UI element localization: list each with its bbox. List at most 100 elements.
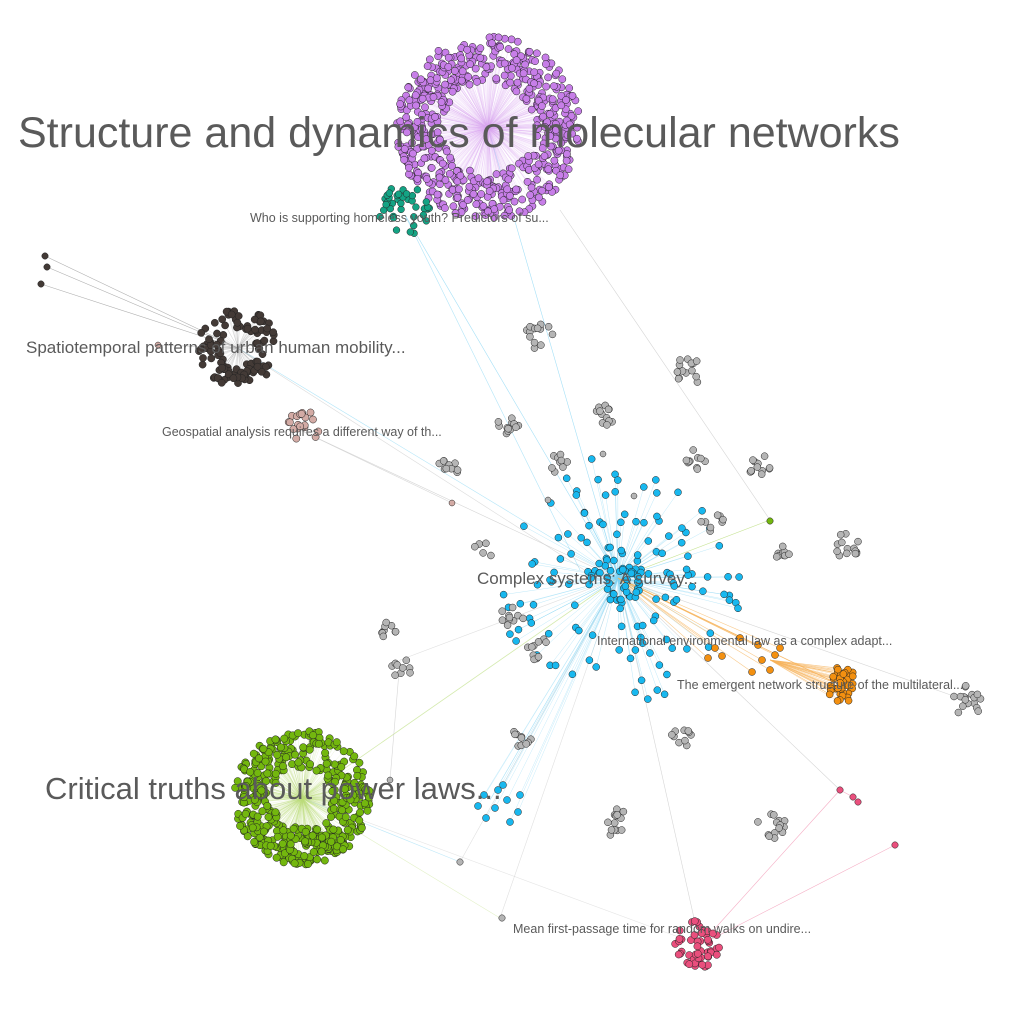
graph-edge xyxy=(452,91,489,129)
graph-edge xyxy=(487,127,619,579)
complex-systems-node xyxy=(606,595,615,604)
paper-group-node xyxy=(399,664,407,672)
power-laws-node xyxy=(299,743,308,752)
molecular-node xyxy=(563,131,572,139)
paper-group-node xyxy=(439,457,448,465)
complex-systems-node xyxy=(565,580,573,588)
graph-edge xyxy=(282,797,303,827)
molecular-node xyxy=(552,126,560,134)
power-laws-node xyxy=(321,748,330,757)
complex-systems-node xyxy=(571,601,579,609)
power-laws-node xyxy=(322,759,331,768)
complex-systems-node xyxy=(634,572,642,581)
graph-edge xyxy=(435,117,489,129)
graph-edge xyxy=(462,81,489,129)
power-laws-node xyxy=(255,754,263,763)
power-laws-node xyxy=(249,749,258,758)
power-laws-node xyxy=(338,806,347,815)
complex-systems-node xyxy=(601,491,610,499)
graph-edge xyxy=(487,82,511,129)
paper-group-node xyxy=(697,517,705,526)
molecular-node xyxy=(447,76,455,85)
paper-group-node xyxy=(391,627,400,636)
graph-edge xyxy=(431,123,489,129)
graph-edge xyxy=(301,577,619,799)
graph-edge xyxy=(301,797,701,946)
paper-group-node xyxy=(391,671,399,679)
power-laws-node xyxy=(289,824,298,833)
graph-edge xyxy=(439,127,489,140)
molecular-node xyxy=(500,34,509,43)
complex-systems-node xyxy=(506,630,514,638)
graph-edge xyxy=(487,81,532,129)
molecular-node xyxy=(564,165,573,174)
power-laws-node xyxy=(766,517,774,525)
graph-edge xyxy=(299,797,303,830)
graph-edge xyxy=(418,127,489,131)
random-walks-node xyxy=(849,793,857,801)
graph-edge xyxy=(460,127,489,177)
complex-systems-node xyxy=(610,556,618,565)
paper-group-node xyxy=(838,538,846,547)
complex-systems-node xyxy=(615,646,623,654)
graph-edge xyxy=(449,102,489,129)
molecular-node xyxy=(448,162,456,170)
graph-edge xyxy=(483,577,619,796)
random-walks-node xyxy=(690,931,699,939)
paper-group-node xyxy=(693,465,702,473)
complex-systems-node xyxy=(616,604,624,613)
graph-edge xyxy=(484,127,489,215)
paper-group-node xyxy=(511,730,519,739)
graph-edge xyxy=(487,127,512,169)
complex-systems-node xyxy=(614,476,622,484)
molecular-node xyxy=(533,175,541,184)
graph-edge xyxy=(416,127,489,172)
graph-edge xyxy=(301,778,328,799)
complex-systems-node xyxy=(596,569,604,577)
complex-systems-node xyxy=(529,601,538,609)
complex-systems-node xyxy=(661,593,670,602)
paper-group-node xyxy=(442,464,451,473)
homeless-youth-node xyxy=(394,190,403,198)
molecular-node xyxy=(423,62,432,70)
molecular-node xyxy=(550,82,558,90)
graph-edge xyxy=(487,127,544,144)
molecular-node xyxy=(504,45,513,53)
complex-systems-node xyxy=(599,520,607,529)
power-laws-node xyxy=(324,771,333,780)
graph-edge xyxy=(487,43,491,129)
graph-edge xyxy=(424,95,489,129)
power-laws-node xyxy=(279,826,288,835)
molecular-node xyxy=(533,49,541,58)
molecular-node xyxy=(441,176,450,184)
power-laws-node xyxy=(313,825,322,834)
graph-edge xyxy=(503,577,619,595)
molecular-node xyxy=(574,107,583,115)
graph-edge xyxy=(406,127,489,162)
graph-edge xyxy=(475,78,489,129)
graph-edge xyxy=(262,797,303,845)
paper-group-node xyxy=(530,338,539,347)
molecular-node xyxy=(405,96,414,105)
graph-edge xyxy=(434,116,489,129)
complex-systems-node xyxy=(678,524,686,532)
power-laws-node xyxy=(240,793,249,802)
graph-edge xyxy=(617,577,771,671)
homeless-youth-node xyxy=(392,226,401,234)
paper-group-node xyxy=(379,632,388,641)
complex-systems-node xyxy=(617,518,625,527)
graph-edge xyxy=(699,789,841,946)
graph-edge xyxy=(487,127,537,156)
power-laws-node xyxy=(257,786,266,795)
graph-edge xyxy=(487,127,532,185)
graph-edge xyxy=(268,759,303,799)
molecular-node xyxy=(512,87,521,96)
paper-group-node xyxy=(487,551,495,560)
graph-edge xyxy=(487,127,493,214)
complex-systems-node xyxy=(506,818,514,826)
urban-mobility-node xyxy=(256,317,265,326)
graph-edge xyxy=(287,797,303,832)
complex-systems-node xyxy=(683,645,691,653)
complex-systems-node xyxy=(533,580,542,589)
